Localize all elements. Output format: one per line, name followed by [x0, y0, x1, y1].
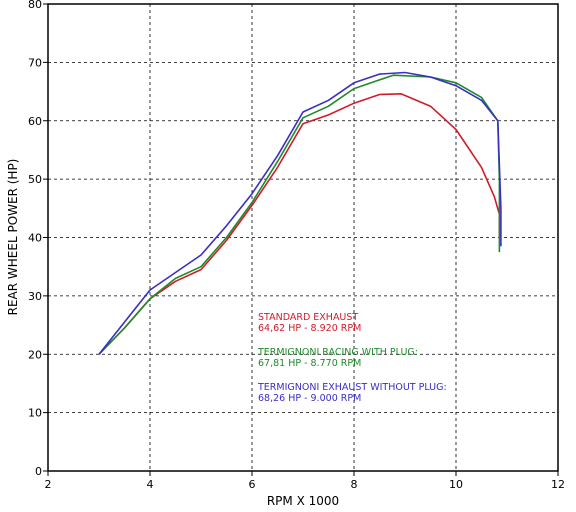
annotation-standard-value: 64,62 HP - 8.920 RPM	[258, 323, 361, 334]
y-axis: 0 10 20 30 40 50 60 70 80	[28, 0, 48, 478]
x-tick-label: 8	[351, 478, 358, 491]
x-tick-label: 12	[551, 478, 565, 491]
series-line-without-plug	[98, 71, 502, 355]
series-line-standard	[98, 93, 501, 355]
x-tick-label: 4	[147, 478, 154, 491]
y-tick-label: 20	[28, 348, 42, 361]
y-tick-label: 0	[35, 465, 42, 478]
annotation-standard-title: STANDARD EXHAUST	[258, 312, 358, 323]
x-tick-label: 2	[45, 478, 52, 491]
annotation-racing-with-plug: TERMIGNONI RACING WITH PLUG: 67,81 HP - …	[257, 347, 418, 369]
series-line-racing-with-plug	[98, 74, 501, 355]
grid-lines	[48, 4, 558, 471]
x-tick-label: 10	[449, 478, 463, 491]
y-tick-label: 70	[28, 56, 42, 69]
y-tick-label: 10	[28, 407, 42, 420]
annotation-without-plug: TERMIGNONI EXHAUST WITHOUT PLUG: 68,26 H…	[257, 382, 447, 404]
y-axis-label: REAR WHEEL POWER (HP)	[6, 159, 20, 316]
y-tick-label: 50	[28, 173, 42, 186]
x-axis: 2 4 6 8 10 12	[45, 471, 565, 491]
annotation-without-plug-value: 68,26 HP - 9.000 RPM	[258, 393, 361, 404]
y-tick-label: 60	[28, 115, 42, 128]
annotation-standard: STANDARD EXHAUST 64,62 HP - 8.920 RPM	[258, 312, 361, 334]
x-axis-label: RPM X 1000	[267, 494, 339, 508]
annotation-racing-title: TERMIGNONI RACING WITH PLUG:	[257, 347, 418, 358]
y-tick-label: 30	[28, 290, 42, 303]
x-tick-label: 6	[249, 478, 256, 491]
annotation-racing-value: 67,81 HP - 8.770 RPM	[258, 358, 361, 369]
series-lines	[98, 71, 502, 355]
annotation-without-plug-title: TERMIGNONI EXHAUST WITHOUT PLUG:	[257, 382, 447, 393]
y-tick-label: 40	[28, 232, 42, 245]
y-tick-label: 80	[28, 0, 42, 11]
